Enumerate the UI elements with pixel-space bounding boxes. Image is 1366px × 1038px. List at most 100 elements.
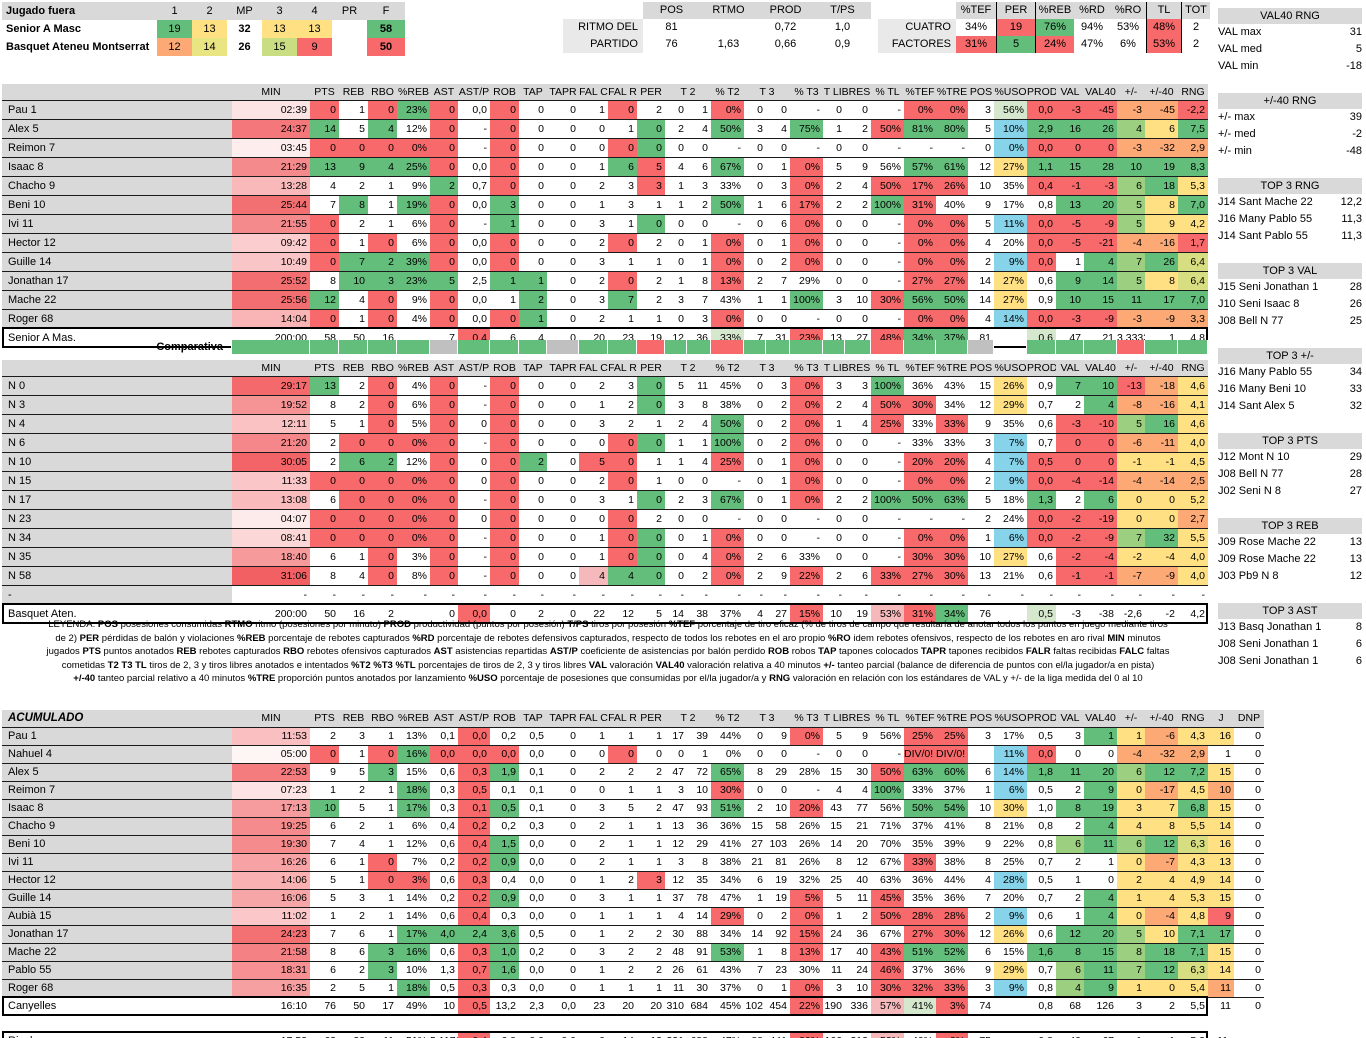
stat-cell[interactable]: 0,0 [472, 256, 487, 268]
sidebar-row[interactable]: J14 Sant Alex 5 32 [1218, 398, 1362, 415]
stat-cell[interactable]: 0 [449, 608, 455, 620]
stat-cell[interactable]: 0 [1056, 453, 1084, 471]
stat-cell[interactable]: 0 [757, 380, 763, 392]
stat-cell[interactable]: 30% [936, 926, 968, 943]
stat-cell[interactable]: 19 [775, 874, 787, 886]
stat-cell[interactable]: 27 [751, 838, 763, 850]
sidebar-row[interactable]: J08 Bell N 77 28 [1218, 466, 1362, 483]
stat-cell[interactable]: 8% [411, 570, 427, 582]
stat-cell[interactable]: 0 [678, 256, 684, 268]
stat-cell[interactable]: -2 [1165, 608, 1175, 620]
stat-cell[interactable]: 15 [1208, 890, 1234, 907]
column-header[interactable]: % T3 [790, 710, 823, 727]
stat-cell[interactable]: 7,1 [1178, 944, 1208, 961]
stat-cell[interactable]: 7 [339, 253, 368, 271]
stat-cell[interactable]: 0% [397, 434, 430, 452]
stat-cell[interactable]: 26% [994, 377, 1027, 395]
column-header[interactable]: RNG [1178, 360, 1208, 376]
stat-cell[interactable]: 1 [388, 199, 394, 211]
stat-cell[interactable]: 9% [411, 180, 427, 192]
stat-cell[interactable]: 5 [330, 892, 336, 904]
stat-cell[interactable]: 2 [519, 453, 547, 471]
stat-cell[interactable]: 0,3 [501, 910, 516, 922]
stat-cell[interactable]: 0 [570, 437, 576, 449]
stat-cell[interactable]: 0 [862, 551, 868, 563]
stat-cell[interactable]: 0 [637, 120, 665, 138]
stat-cell[interactable]: 9 [862, 730, 868, 742]
stat-cell[interactable]: 2 [1075, 399, 1081, 411]
stat-cell[interactable]: 39% [943, 838, 965, 850]
stat-cell[interactable]: 0,0 [1027, 472, 1056, 490]
stat-cell[interactable]: 1 [656, 730, 662, 742]
stat-cell[interactable]: 0,0 [519, 1033, 547, 1038]
stat-cell[interactable]: 4 [985, 456, 991, 468]
stat-cell[interactable]: 8 [985, 820, 991, 832]
stat-cell[interactable]: 0,5 [1038, 874, 1053, 886]
stat-cell[interactable]: 4 [702, 418, 708, 430]
stat-cell[interactable]: 24% [1002, 513, 1024, 525]
stat-cell[interactable]: 2 [757, 275, 763, 287]
stat-cell[interactable]: 0 [757, 513, 763, 525]
stat-cell[interactable]: 3 [599, 802, 605, 814]
stat-cell[interactable]: 1 [1075, 874, 1081, 886]
column-header[interactable]: %TEF [904, 360, 936, 376]
stat-cell[interactable]: 0,1 [501, 784, 516, 796]
stat-cell[interactable]: 15% [1002, 946, 1024, 958]
stat-cell[interactable]: 21:58 [232, 944, 310, 961]
stat-cell[interactable]: 0 [490, 472, 519, 490]
stat-cell[interactable]: 16 [382, 332, 394, 344]
stat-cell[interactable]: 33% [911, 437, 933, 449]
stat-cell[interactable]: 81 [979, 332, 991, 344]
stat-cell[interactable]: 0,1 [529, 784, 544, 796]
stat-cell[interactable]: 2 [599, 275, 605, 287]
stat-cell[interactable]: 441 [766, 1033, 790, 1038]
stat-cell[interactable]: 46% [871, 962, 904, 979]
score-cell[interactable]: 15 [262, 38, 297, 56]
sidebar-row[interactable]: J14 Sant Mache 22 12,2 [1218, 194, 1362, 211]
stat-cell[interactable]: 0 [570, 856, 576, 868]
stat-cell[interactable]: 28% [936, 908, 968, 925]
stat-cell[interactable]: 6 [985, 946, 991, 958]
column-header[interactable]: ROB [490, 84, 519, 100]
stat-cell[interactable]: 0% [711, 310, 744, 328]
stat-cell[interactable]: - [897, 313, 902, 325]
stat-cell[interactable]: 1 [359, 237, 365, 249]
stat-cell[interactable]: 36% [911, 874, 933, 886]
stat-cell[interactable]: 6 [702, 161, 708, 173]
sidebar-row[interactable]: J02 Seni N 8 27 [1218, 483, 1362, 500]
stat-cell[interactable]: 0 [1145, 510, 1178, 528]
stat-cell[interactable]: 1 [490, 215, 519, 233]
stat-cell[interactable]: 0 [678, 513, 684, 525]
stat-cell[interactable]: 0 [570, 766, 576, 778]
stat-cell[interactable]: 12 [672, 332, 684, 344]
stat-cell[interactable]: 5 [996, 36, 1036, 53]
stat-cell[interactable]: 100% [871, 491, 904, 509]
stat-cell[interactable]: - [658, 589, 663, 601]
stat-cell[interactable]: 100% [871, 196, 904, 214]
stat-cell[interactable]: 12% [405, 123, 427, 135]
stat-cell[interactable]: 12% [405, 456, 427, 468]
stat-cell[interactable]: 33% [719, 180, 741, 192]
stat-cell[interactable]: 32 [1145, 529, 1178, 547]
stat-cell[interactable]: 1 [388, 982, 394, 994]
stat-cell[interactable]: 17 [672, 730, 684, 742]
stat-cell[interactable]: - [483, 551, 488, 563]
stat-cell[interactable]: 1,5 [490, 836, 519, 853]
stat-cell[interactable]: 2 [985, 256, 991, 268]
stat-cell[interactable]: 2 [985, 475, 991, 487]
stat-cell[interactable]: 12 [310, 291, 339, 309]
column-header[interactable]: AST [430, 710, 458, 727]
stat-cell[interactable]: -2 [1056, 548, 1084, 566]
column-header[interactable]: RBO [368, 710, 397, 727]
stat-cell[interactable]: 5 [330, 874, 336, 886]
stat-cell[interactable]: 2 [702, 570, 708, 582]
column-header[interactable]: T 3 [744, 710, 790, 727]
stat-cell[interactable]: 38% [943, 856, 965, 868]
stat-cell[interactable]: 4% [411, 313, 427, 325]
stat-cell[interactable]: 0 [368, 415, 397, 433]
stat-cell[interactable]: 0,0 [1027, 746, 1056, 763]
column-header[interactable]: AST/P [458, 710, 490, 727]
stat-cell[interactable]: 48 [672, 946, 684, 958]
stat-cell[interactable]: 0,5 [1038, 784, 1053, 796]
stat-cell[interactable]: 2,4 [458, 926, 490, 943]
